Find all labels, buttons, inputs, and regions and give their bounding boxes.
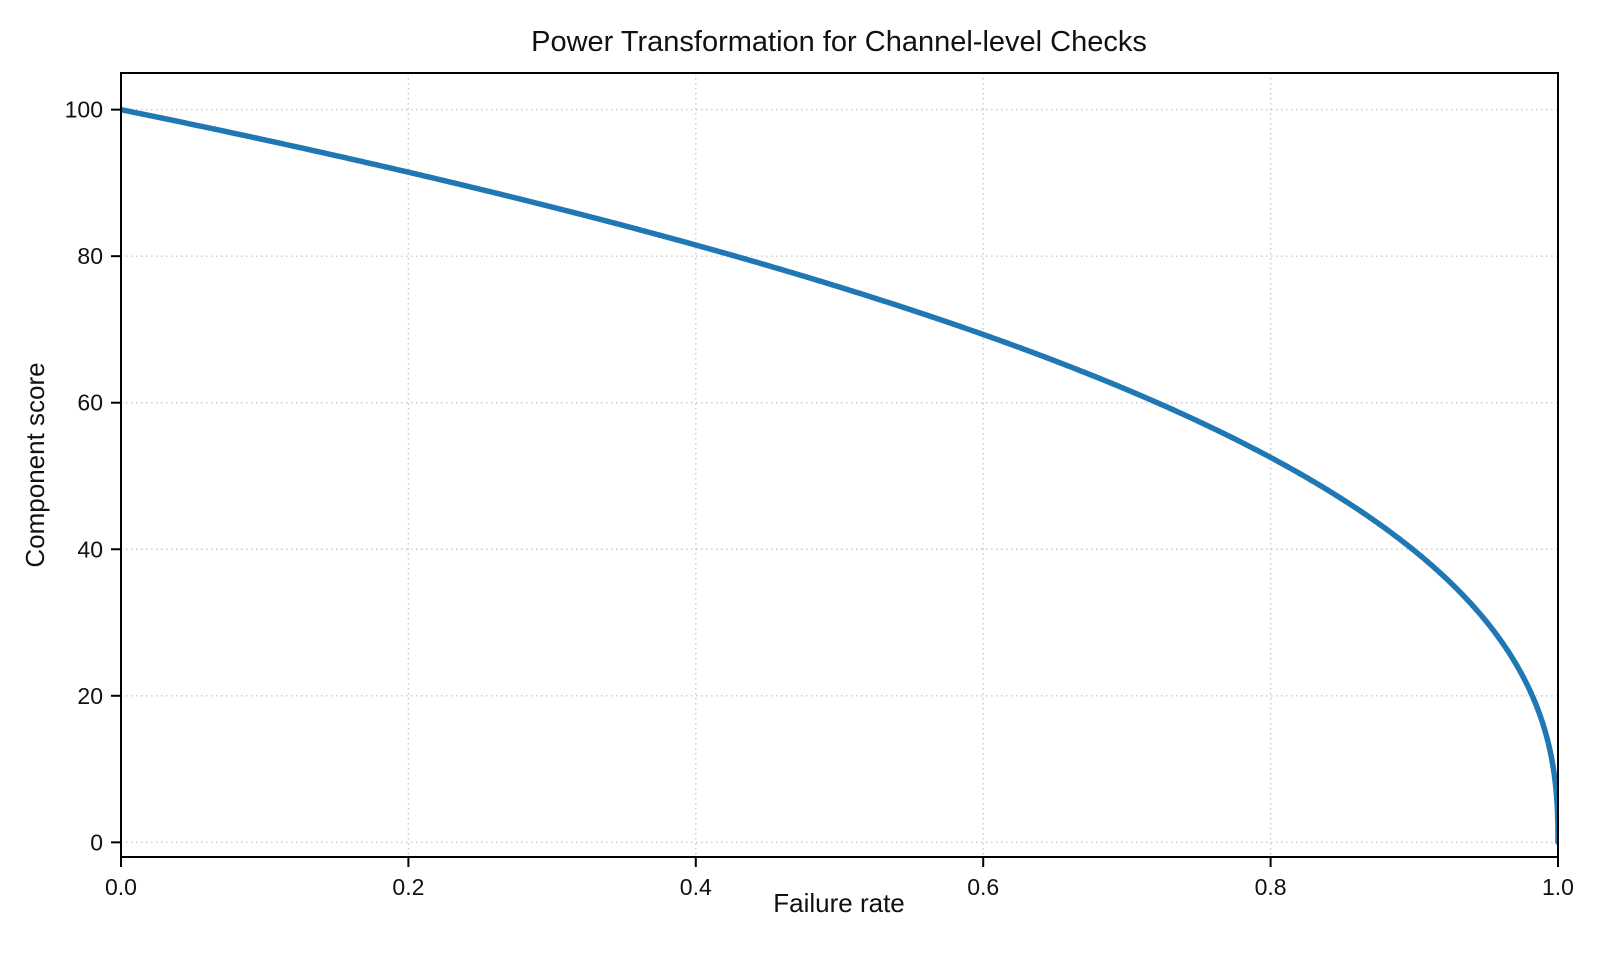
- curve-layer: [121, 106, 1558, 846]
- y-tick-label: 0: [90, 829, 103, 855]
- y-tick-label: 100: [65, 97, 103, 123]
- x-tick-label: 0.8: [1255, 874, 1287, 900]
- plot-area: [121, 73, 1558, 857]
- x-tick-label: 0.6: [967, 874, 999, 900]
- y-tick-label: 80: [77, 243, 103, 269]
- chart-title: Power Transformation for Channel-level C…: [531, 26, 1147, 58]
- y-tick-label: 20: [77, 683, 103, 709]
- y-tick-label: 60: [77, 390, 103, 416]
- data-curve: [121, 106, 1558, 846]
- axes-spines: [120, 72, 1559, 858]
- x-tick-label: 1.0: [1542, 874, 1574, 900]
- x-axis-label: Failure rate: [773, 888, 905, 918]
- x-tick-label: 0.2: [392, 874, 424, 900]
- y-axis-label: Component score: [20, 362, 50, 567]
- x-tick-label: 0.0: [105, 874, 137, 900]
- tick-layer: 0.0 0.2 0.4 0.6 0.8 1.0 0 20 40 60 80 100: [65, 97, 1574, 900]
- x-tick-label: 0.4: [680, 874, 712, 900]
- y-tick-label: 40: [77, 536, 103, 562]
